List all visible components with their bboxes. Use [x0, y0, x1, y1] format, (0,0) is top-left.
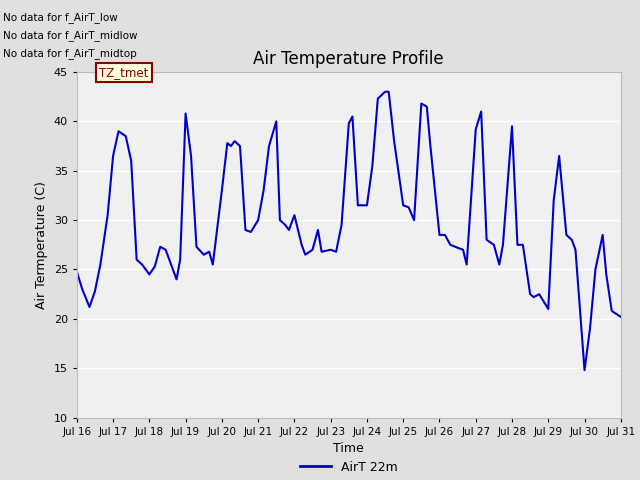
Legend: AirT 22m: AirT 22m: [295, 456, 403, 479]
Y-axis label: Air Termperature (C): Air Termperature (C): [35, 181, 48, 309]
Text: TZ_tmet: TZ_tmet: [99, 66, 148, 79]
X-axis label: Time: Time: [333, 442, 364, 455]
Text: No data for f_AirT_low: No data for f_AirT_low: [3, 12, 118, 23]
Text: No data for f_AirT_midlow: No data for f_AirT_midlow: [3, 30, 138, 41]
Title: Air Temperature Profile: Air Temperature Profile: [253, 49, 444, 68]
Text: No data for f_AirT_midtop: No data for f_AirT_midtop: [3, 48, 137, 60]
